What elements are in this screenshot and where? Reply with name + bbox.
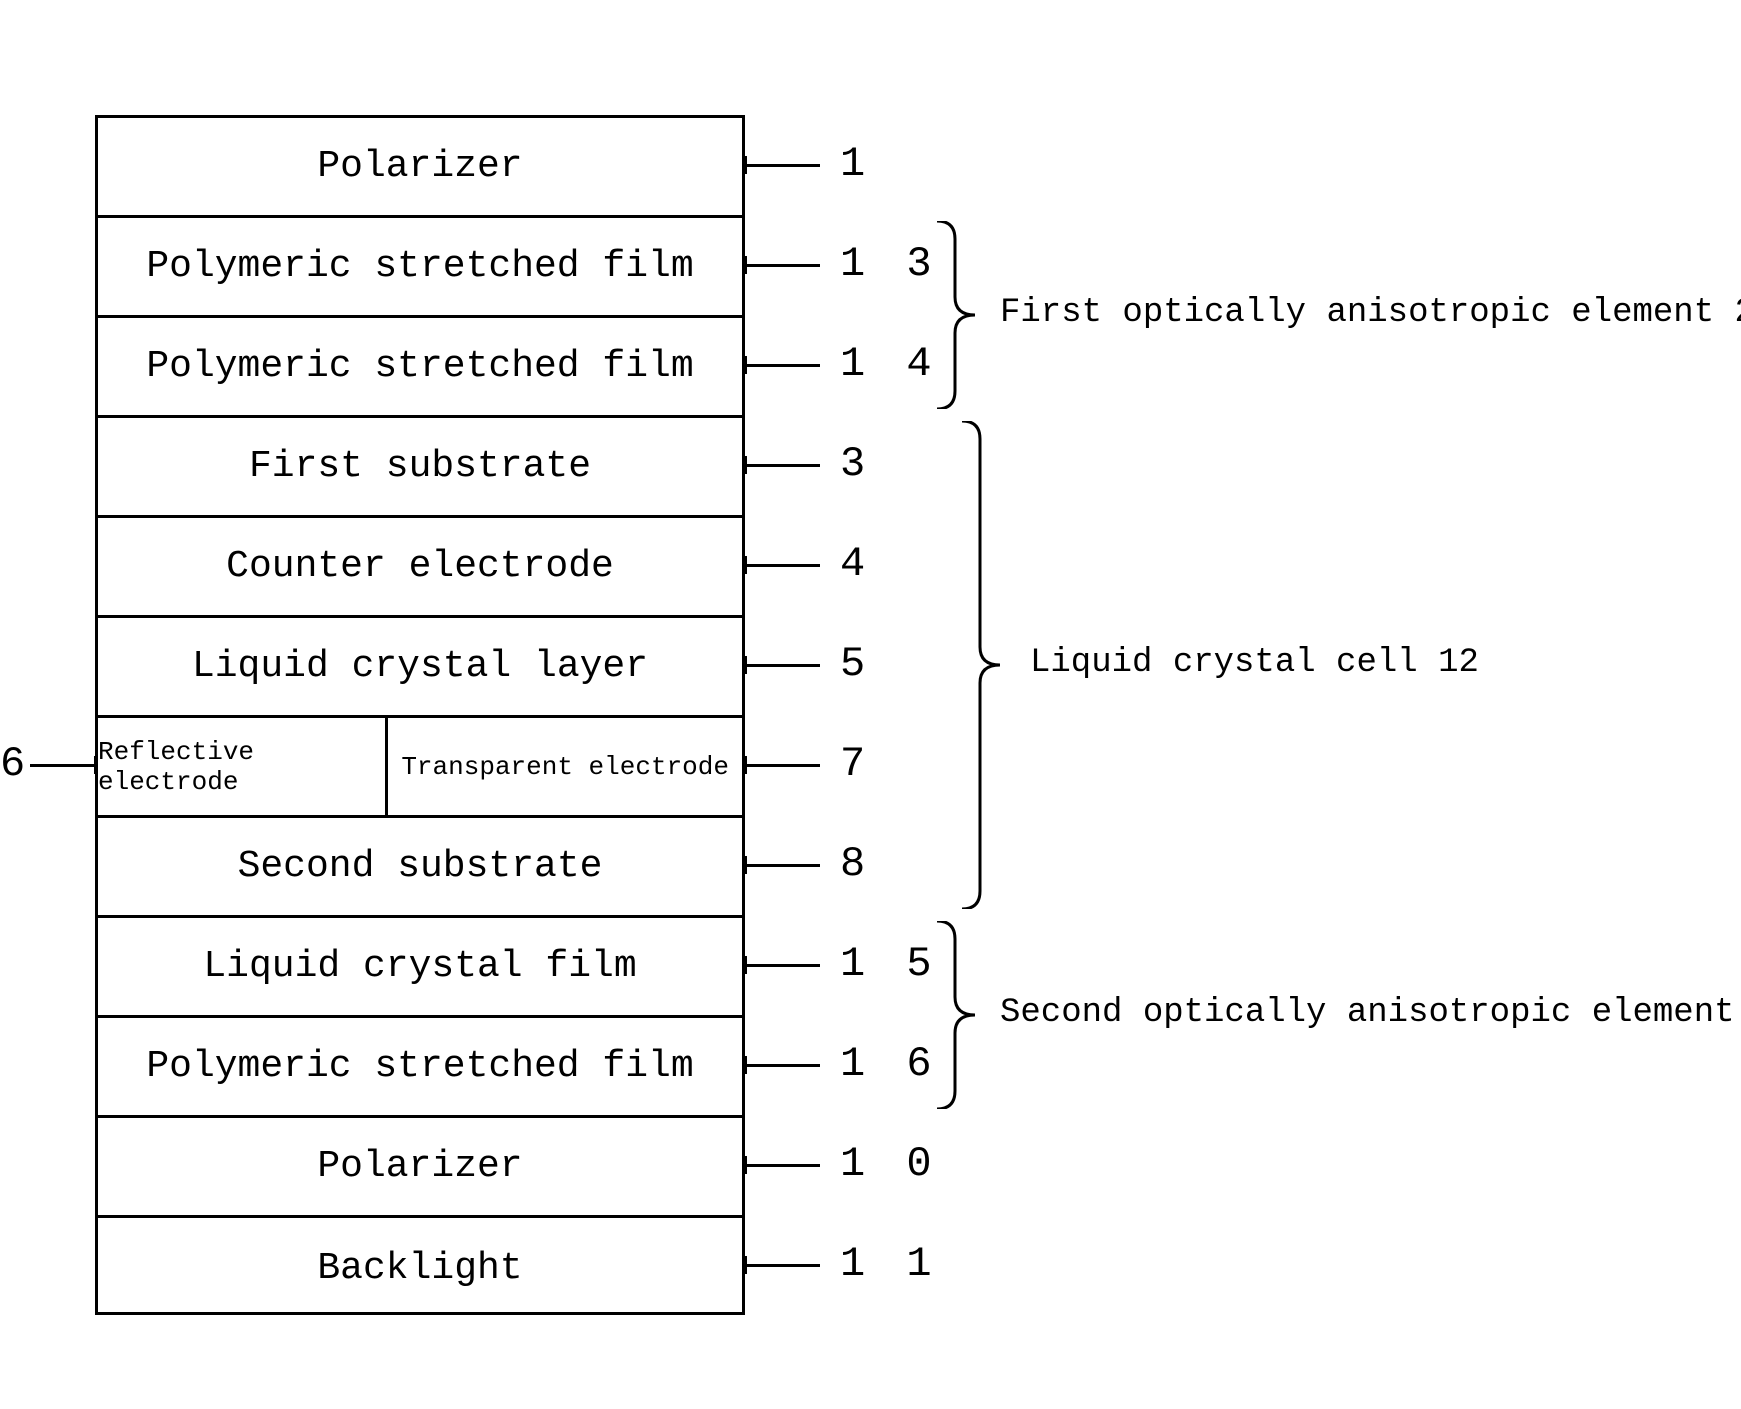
leader-line [745,564,820,567]
layer-text: Reflective electrode [98,737,385,797]
leader-tick [744,156,747,174]
layer-text: Polymeric stretched film [146,345,693,388]
grp-first-aniso-label: First optically anisotropic element 2 [1000,294,1741,332]
leader-line [745,464,820,467]
leader-tick [744,1056,747,1074]
layer-second-substrate: Second substrate [98,818,742,918]
layer-psf-13: Polymeric stretched film [98,218,742,318]
leader-tick [744,856,747,874]
layer-backlight: Backlight [98,1218,742,1318]
leader-line [745,664,820,667]
leader-tick [744,456,747,474]
layer-text: Second substrate [238,845,603,888]
leader-line [745,264,820,267]
layer-text: Liquid crystal layer [192,645,648,688]
leader-line [745,1264,820,1267]
layer-number: 1 [840,140,873,188]
layer-text: Polymeric stretched film [146,1045,693,1088]
layer-number: 1 6 [840,1040,940,1088]
layer-electrodes: Reflective electrode Transparent electrod… [98,718,742,818]
leader-line [745,964,820,967]
layer-number: 8 [840,840,873,888]
leader-tick [744,756,747,774]
leader-tick [744,356,747,374]
grp-lc-cell-label: Liquid crystal cell 12 [1030,644,1479,682]
leader-tick [744,656,747,674]
grp-second-aniso-label: Second optically anisotropic element 9 [1000,994,1741,1032]
layer-number: 1 4 [840,340,940,388]
layer-lc-layer: Liquid crystal layer [98,618,742,718]
leader-tick [94,756,97,774]
layer-number: 5 [840,640,873,688]
leader-line [745,164,820,167]
brace [935,921,995,1109]
layer-text: Backlight [317,1247,522,1290]
layer-lc-film: Liquid crystal film [98,918,742,1018]
layer-number: 3 [840,440,873,488]
leader-line [745,864,820,867]
leader-tick [744,556,747,574]
layer-number: 1 1 [840,1240,940,1288]
layer-psf-16: Polymeric stretched film [98,1018,742,1118]
electrode-transparent: Transparent electrode [388,718,742,815]
leader-tick [744,1256,747,1274]
leader-line [745,1164,820,1167]
leader-tick [744,256,747,274]
layer-text: Polymeric stretched film [146,245,693,288]
layer-number: 7 [840,740,873,788]
leader-line [745,764,820,767]
layer-text: Transparent electrode [401,752,729,782]
leader-line [30,764,95,767]
layer-text: Polarizer [317,1145,522,1188]
layer-number: 6 [0,740,33,788]
layer-polarizer-bot: Polarizer [98,1118,742,1218]
layer-text: First substrate [249,445,591,488]
diagram-canvas: Polarizer Polymeric stretched film Polymer… [0,0,1741,1409]
leader-tick [744,1156,747,1174]
layer-text: Counter electrode [226,545,614,588]
electrode-reflective: Reflective electrode [98,718,388,815]
layer-stack: Polarizer Polymeric stretched film Polymer… [95,115,745,1315]
brace [960,421,1020,909]
leader-line [745,1064,820,1067]
layer-number: 1 3 [840,240,940,288]
layer-counter-elec: Counter electrode [98,518,742,618]
layer-text: Polarizer [317,145,522,188]
layer-text: Liquid crystal film [203,945,636,988]
layer-first-substrate: First substrate [98,418,742,518]
layer-number: 1 5 [840,940,940,988]
layer-number: 1 0 [840,1140,940,1188]
leader-line [745,364,820,367]
layer-polarizer-top: Polarizer [98,118,742,218]
layer-number: 4 [840,540,873,588]
brace [935,221,995,409]
layer-psf-14: Polymeric stretched film [98,318,742,418]
leader-tick [744,956,747,974]
